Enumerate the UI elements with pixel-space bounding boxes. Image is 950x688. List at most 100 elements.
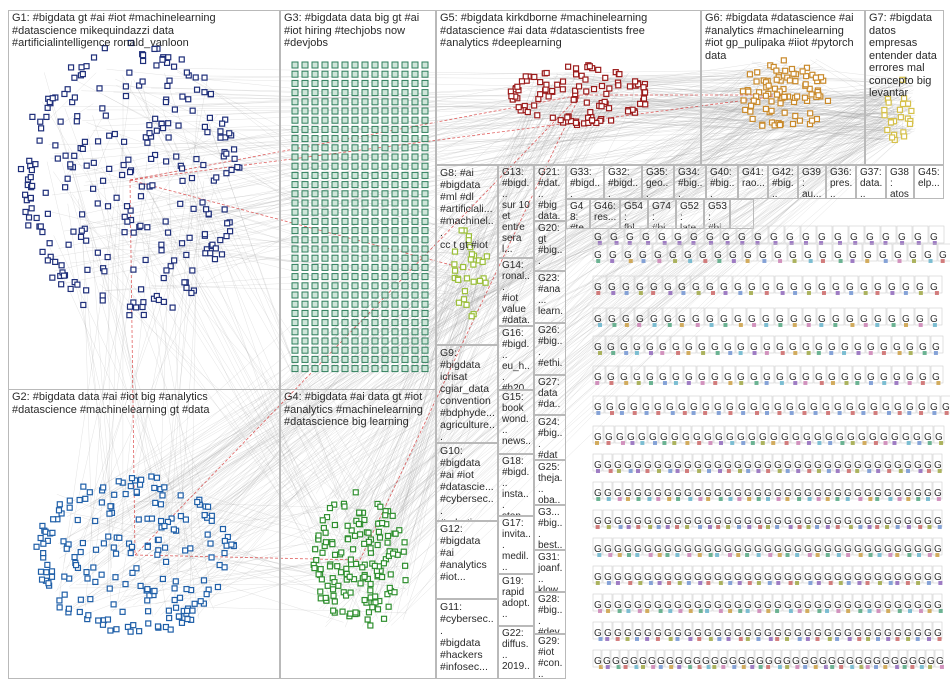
node <box>223 170 230 177</box>
group-label-g40: G40: #big... <box>710 167 735 199</box>
node <box>99 621 107 628</box>
group-panel-g20: G20: gt #big... <box>534 221 566 271</box>
edge <box>319 72 745 594</box>
node <box>201 231 209 238</box>
edge <box>82 111 558 226</box>
edge <box>387 92 616 574</box>
node <box>56 501 63 508</box>
group-panel-g31: G31: joanf... klow... <box>534 550 566 592</box>
edge <box>59 90 819 559</box>
node <box>125 156 132 163</box>
edge <box>456 118 747 278</box>
group-label-g34: G34: #big... <box>678 167 703 199</box>
group-label-g8: G8: #ai #bigdata #ml #dl #artificiali...… <box>440 167 494 251</box>
node <box>193 86 201 93</box>
edge <box>460 278 476 312</box>
edge <box>329 78 767 495</box>
edge <box>461 128 916 229</box>
edge <box>151 101 579 591</box>
node <box>199 199 206 206</box>
group-label-g4: G4: #bigdata #ai data gt #iot #analytics… <box>284 391 423 428</box>
edge <box>190 85 901 213</box>
edge <box>483 82 775 287</box>
node <box>193 155 200 163</box>
group-label-g21: G21: #dat... #big data... <box>538 167 561 221</box>
edge <box>206 100 533 282</box>
node <box>189 267 196 274</box>
edge <box>312 87 905 511</box>
node <box>90 185 97 192</box>
group-label-g7: G7: #bigdata datos empresas entender dat… <box>869 12 937 99</box>
edge <box>776 73 913 86</box>
node <box>219 525 227 533</box>
edge <box>95 135 112 172</box>
node <box>49 274 56 281</box>
group-panel-g26: G26: #big... #ethi... <box>534 323 566 375</box>
edge <box>398 95 792 501</box>
edge <box>54 86 904 154</box>
edge <box>189 237 482 525</box>
node <box>106 165 113 172</box>
node <box>219 120 226 127</box>
group-panel-g35: G35: geo... <box>642 165 674 199</box>
node <box>28 205 35 212</box>
edge <box>550 87 567 117</box>
edge <box>121 74 376 496</box>
node <box>78 227 85 234</box>
node <box>177 492 184 499</box>
edge <box>110 565 404 611</box>
node <box>71 152 78 159</box>
edge <box>139 259 477 513</box>
node <box>25 214 33 221</box>
node <box>46 240 53 247</box>
edge <box>483 134 908 288</box>
edge <box>337 257 479 499</box>
node <box>123 203 131 210</box>
edge <box>766 98 907 130</box>
node <box>110 544 117 551</box>
node <box>74 281 81 288</box>
group-panel-g53: G54: fbl... <box>620 199 648 229</box>
edge <box>189 159 199 611</box>
node <box>207 250 214 257</box>
edge <box>384 106 557 614</box>
node <box>201 89 208 96</box>
edge <box>768 85 914 113</box>
edge <box>99 90 882 509</box>
edge <box>473 136 896 300</box>
node <box>81 138 89 145</box>
edge <box>346 292 474 494</box>
edge <box>108 257 111 600</box>
group-panel-g46: G46: res... <box>590 199 620 229</box>
edge <box>453 84 912 304</box>
group-label-g30: G3... #big... best... <box>538 507 563 550</box>
group-panel-g39: G39: au... <box>798 165 826 199</box>
edge <box>175 224 201 596</box>
edge <box>456 123 896 253</box>
edge <box>322 81 742 610</box>
edge <box>482 91 894 265</box>
edge <box>472 80 914 303</box>
group-label-g2: G2: #bigdata data #ai #iot big #analytic… <box>12 391 210 416</box>
node <box>128 543 136 550</box>
edge <box>92 125 883 131</box>
node <box>145 620 152 627</box>
node <box>126 312 133 319</box>
edge <box>469 89 914 304</box>
edge <box>331 260 475 500</box>
edge <box>368 87 573 503</box>
edge <box>343 298 483 521</box>
group-label-g6: G6: #bigdata #datascience #ai #analytics… <box>705 12 854 62</box>
edge <box>106 116 340 617</box>
edge <box>198 110 801 517</box>
node <box>124 218 131 225</box>
node <box>37 568 45 575</box>
node <box>58 262 65 269</box>
node <box>200 577 208 584</box>
group-panel-g11: G11: #cybersec... #bigdata #hackers #inf… <box>436 599 498 679</box>
edge <box>106 315 458 496</box>
node <box>64 86 71 93</box>
node <box>217 236 224 244</box>
node <box>207 90 215 98</box>
node <box>130 266 137 273</box>
